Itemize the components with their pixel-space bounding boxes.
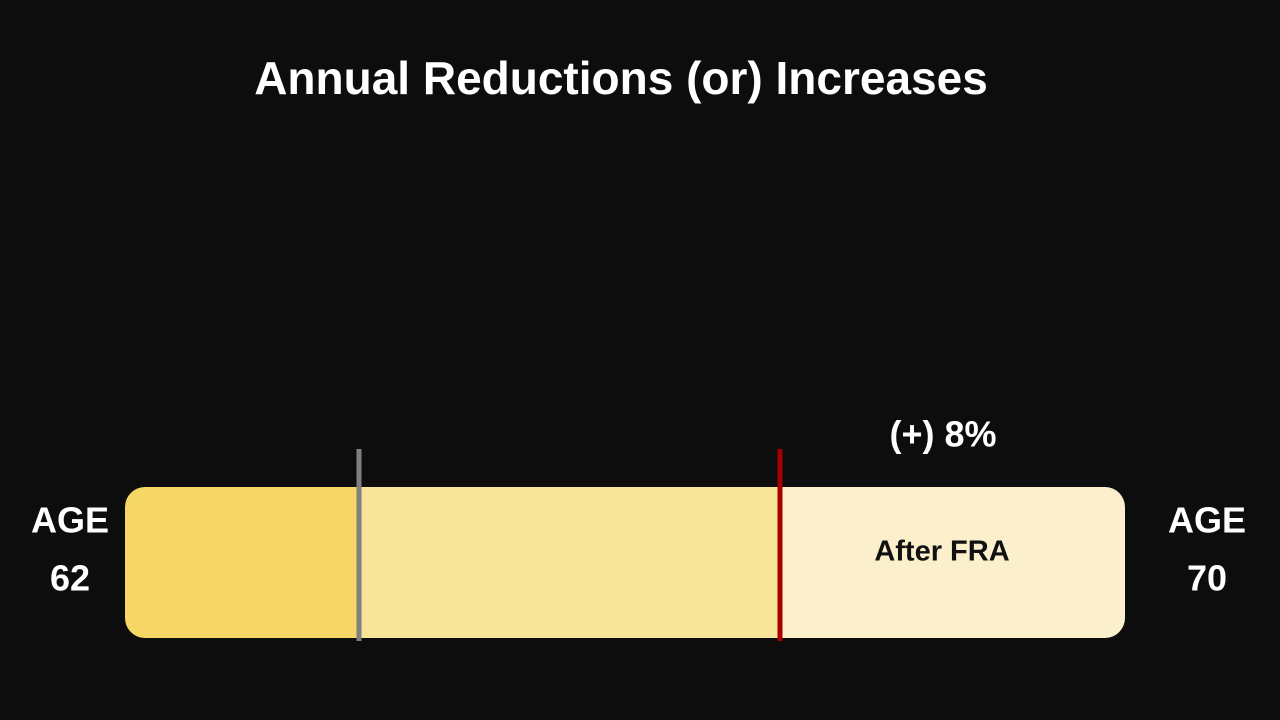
bar-segment-after-fra bbox=[780, 487, 1125, 638]
left-label-line2: 62 bbox=[50, 558, 90, 599]
annotation: (+) 8% bbox=[889, 414, 996, 455]
segment-label: After FRA bbox=[874, 536, 1009, 568]
title: Annual Reductions (or) Increases bbox=[254, 52, 988, 104]
bar-segment-early bbox=[125, 487, 359, 638]
bar-segment-middle bbox=[359, 487, 780, 638]
right-label-line1: AGE bbox=[1168, 500, 1246, 541]
left-label-line1: AGE bbox=[31, 500, 109, 541]
right-label-line2: 70 bbox=[1187, 558, 1227, 599]
timeline-bar bbox=[125, 487, 1125, 638]
